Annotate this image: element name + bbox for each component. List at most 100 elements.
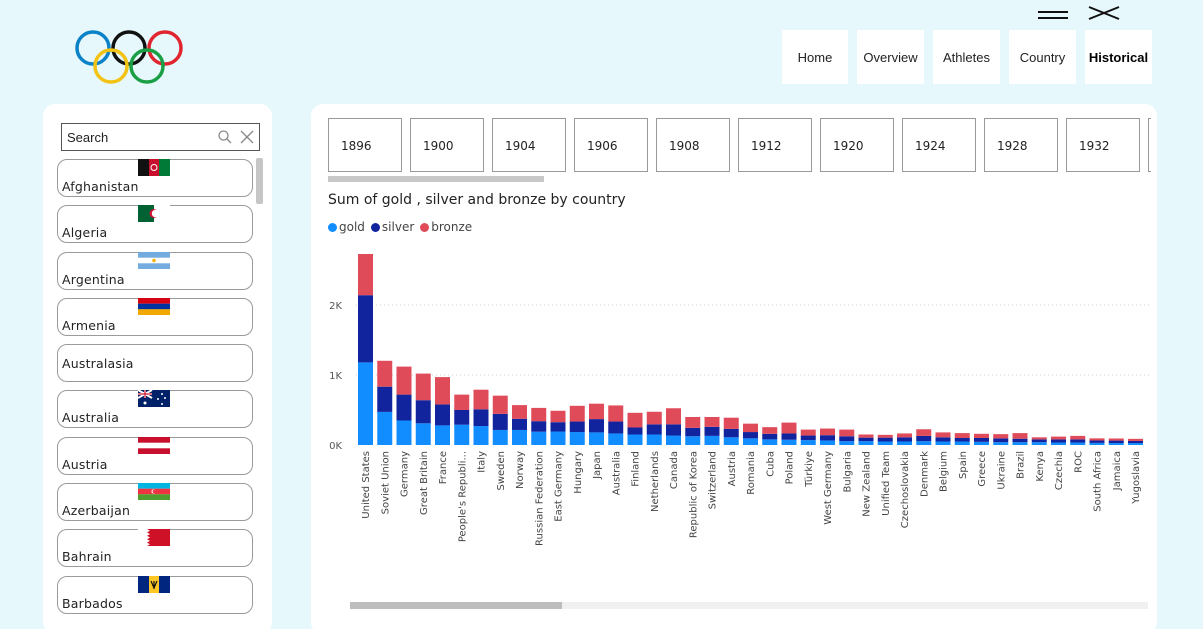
bar-bronze[interactable] <box>1070 435 1086 440</box>
bar-bronze[interactable] <box>435 377 450 405</box>
country-item-argentina[interactable]: Argentina <box>57 251 253 290</box>
bar-bronze[interactable] <box>396 366 412 395</box>
bar-bronze[interactable] <box>473 389 489 410</box>
close-x-icon[interactable] <box>1086 4 1122 22</box>
bar-gold[interactable] <box>358 362 373 445</box>
bar-bronze[interactable] <box>993 434 1009 439</box>
year-button[interactable]: 1912 <box>738 118 812 172</box>
bar-bronze[interactable] <box>685 417 701 428</box>
bar-bronze[interactable] <box>646 411 662 425</box>
bar-bronze[interactable] <box>454 394 470 410</box>
bar-bronze[interactable] <box>781 422 797 434</box>
bar-bronze[interactable] <box>550 410 566 423</box>
bar-silver[interactable] <box>974 438 989 442</box>
country-list-scrollbar[interactable] <box>256 158 263 204</box>
bar-silver[interactable] <box>512 418 527 430</box>
bar-silver[interactable] <box>377 386 393 412</box>
bar-silver[interactable] <box>1128 440 1143 444</box>
bar-silver[interactable] <box>993 438 1009 443</box>
bar-silver[interactable] <box>473 409 489 427</box>
bar-gold[interactable] <box>781 439 797 445</box>
bar-silver[interactable] <box>531 421 547 432</box>
bar-gold[interactable] <box>646 434 662 446</box>
country-item-armenia[interactable]: Armenia <box>57 297 253 336</box>
bar-gold[interactable] <box>993 442 1009 445</box>
bar-silver[interactable] <box>1070 439 1086 443</box>
bar-bronze[interactable] <box>1108 438 1124 441</box>
legend-item-silver[interactable]: silver <box>370 220 414 234</box>
year-slicer-scrollbar[interactable] <box>328 176 544 182</box>
country-item-bahrain[interactable]: Bahrain <box>57 529 253 568</box>
bar-bronze[interactable] <box>820 428 835 436</box>
bar-silver[interactable] <box>646 424 662 435</box>
bar-gold[interactable] <box>916 441 932 445</box>
bar-silver[interactable] <box>492 413 508 430</box>
bar-gold[interactable] <box>608 433 624 445</box>
bar-bronze[interactable] <box>762 427 778 434</box>
bar-gold[interactable] <box>897 441 912 446</box>
bar-silver[interactable] <box>627 427 643 435</box>
bar-gold[interactable] <box>743 438 758 445</box>
bar-gold[interactable] <box>377 411 393 445</box>
bar-bronze[interactable] <box>1051 436 1066 440</box>
nav-country-button[interactable]: Country <box>1009 30 1076 84</box>
bar-bronze[interactable] <box>627 412 643 428</box>
bar-gold[interactable] <box>415 423 431 445</box>
bar-gold[interactable] <box>435 425 450 445</box>
bar-gold[interactable] <box>800 440 816 445</box>
bar-bronze[interactable] <box>916 429 932 436</box>
year-button-partial[interactable] <box>1148 118 1151 172</box>
bar-bronze[interactable] <box>569 405 585 422</box>
bar-gold[interactable] <box>1089 442 1105 445</box>
search-icon[interactable] <box>217 129 233 145</box>
bar-gold[interactable] <box>685 436 701 445</box>
legend-item-gold[interactable]: gold <box>328 220 365 234</box>
bar-silver[interactable] <box>935 437 951 442</box>
bar-gold[interactable] <box>877 441 893 446</box>
search-input[interactable] <box>67 125 217 149</box>
bar-silver[interactable] <box>589 419 604 433</box>
bar-gold[interactable] <box>1051 442 1066 445</box>
bar-silver[interactable] <box>1051 439 1066 443</box>
bar-bronze[interactable] <box>358 254 373 296</box>
bar-silver[interactable] <box>820 435 835 441</box>
bar-gold[interactable] <box>723 437 739 445</box>
country-item-australasia[interactable]: Australasia <box>57 344 253 383</box>
bar-silver[interactable] <box>1108 440 1124 444</box>
bar-gold[interactable] <box>974 441 989 445</box>
hamburger-icon[interactable] <box>1038 11 1068 23</box>
bar-silver[interactable] <box>762 433 778 440</box>
bar-bronze[interactable] <box>1012 433 1028 439</box>
bar-gold[interactable] <box>589 432 604 445</box>
bar-silver[interactable] <box>839 436 855 442</box>
year-button[interactable]: 1896 <box>328 118 402 172</box>
bar-gold[interactable] <box>1070 442 1086 445</box>
bar-bronze[interactable] <box>1089 438 1105 441</box>
country-item-azerbaijan[interactable]: Azerbaijan <box>57 483 253 522</box>
bar-gold[interactable] <box>666 435 681 445</box>
bar-gold[interactable] <box>762 439 778 445</box>
bar-gold[interactable] <box>492 429 508 445</box>
bar-silver[interactable] <box>743 432 758 439</box>
bar-bronze[interactable] <box>974 433 989 438</box>
country-item-algeria[interactable]: Algeria <box>57 205 253 244</box>
bar-bronze[interactable] <box>723 417 739 429</box>
year-button[interactable]: 1908 <box>656 118 730 172</box>
bar-silver[interactable] <box>897 437 912 442</box>
bar-bronze[interactable] <box>512 405 527 419</box>
year-button[interactable]: 1920 <box>820 118 894 172</box>
bar-silver[interactable] <box>1089 440 1105 443</box>
bar-bronze[interactable] <box>415 373 431 401</box>
country-item-austria[interactable]: Austria <box>57 436 253 475</box>
bar-bronze[interactable] <box>877 434 893 438</box>
bar-silver[interactable] <box>454 410 470 425</box>
bar-silver[interactable] <box>1012 438 1028 443</box>
year-button[interactable]: 1900 <box>410 118 484 172</box>
bar-silver[interactable] <box>781 433 797 440</box>
bar-gold[interactable] <box>935 441 951 446</box>
bar-gold[interactable] <box>1031 442 1047 445</box>
legend-item-bronze[interactable]: bronze <box>420 220 472 234</box>
year-button[interactable]: 1904 <box>492 118 566 172</box>
bar-bronze[interactable] <box>531 407 547 422</box>
bar-silver[interactable] <box>435 404 450 426</box>
